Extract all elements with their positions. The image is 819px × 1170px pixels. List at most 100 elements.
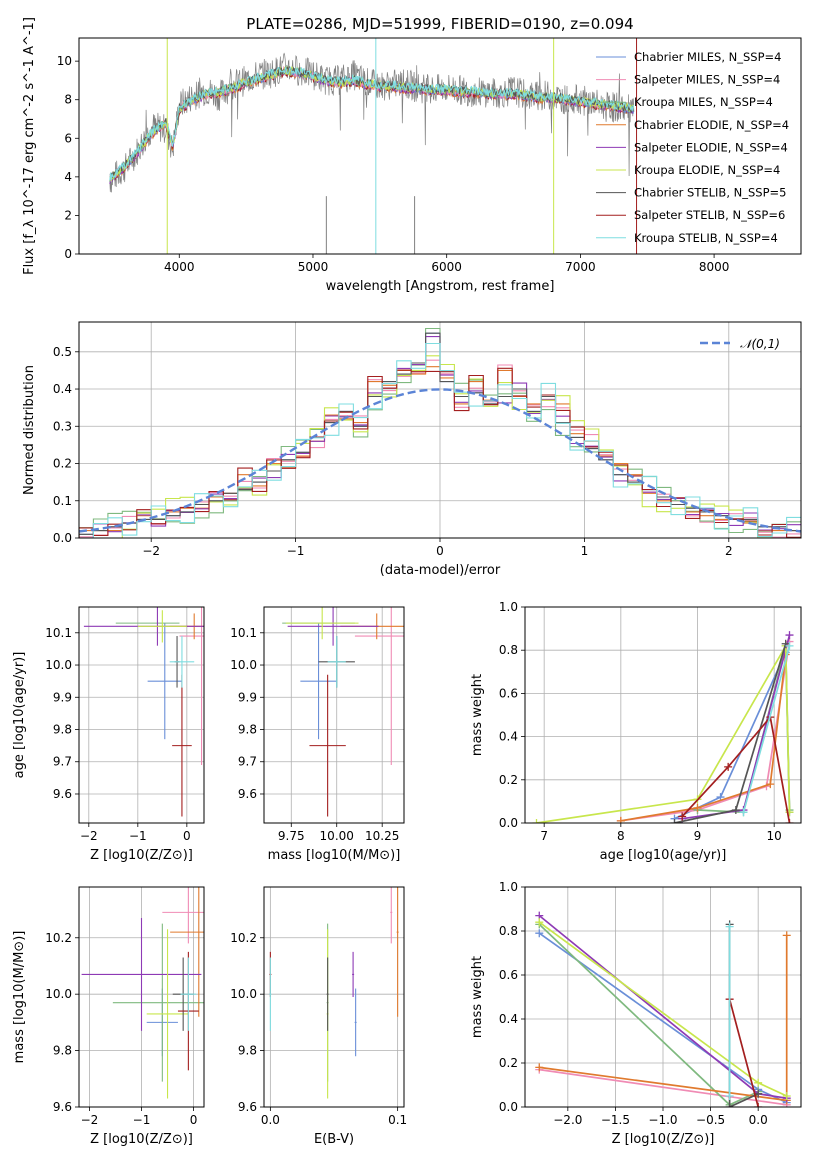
mass-weight-marker bbox=[532, 819, 541, 823]
histogram-step bbox=[79, 342, 801, 538]
y-tick-label: 10.0 bbox=[230, 658, 257, 672]
y-tick-label: 0.2 bbox=[499, 773, 518, 787]
mass-weight-line bbox=[742, 645, 791, 813]
x-tick-label: 5000 bbox=[298, 260, 329, 274]
x-tick-label: 7000 bbox=[565, 260, 596, 274]
y-tick-label: 0.4 bbox=[53, 382, 72, 396]
age-vs-mass-panel: 9.75 10.00 10.25 9.6 9.7 9.8 9.9 10.0 10.1 mass [… bbox=[230, 606, 405, 863]
y-tick-label: 1.0 bbox=[499, 600, 518, 614]
mass-weight-line bbox=[538, 923, 759, 1106]
y-tick-label: 9.8 bbox=[238, 1044, 257, 1058]
x-tick-label: 0 bbox=[183, 829, 191, 843]
x-tick-label: 9.75 bbox=[278, 829, 305, 843]
y-tick-label: 8 bbox=[64, 93, 72, 107]
mass-weight-marker bbox=[725, 922, 734, 931]
mass-weight-line bbox=[536, 642, 791, 823]
x-tick-label: −1 bbox=[287, 544, 305, 558]
y-axis-label: mass weight bbox=[470, 674, 485, 756]
plot-frame bbox=[263, 606, 405, 824]
y-tick-label: 0.0 bbox=[499, 1100, 518, 1114]
plot-frame bbox=[78, 606, 205, 824]
y-tick-label: 10.0 bbox=[45, 658, 72, 672]
mass-weight-marker bbox=[693, 803, 702, 812]
normal-curve bbox=[79, 388, 801, 533]
x-axis-label: Z [log10(Z/Z⊙)] bbox=[90, 848, 193, 863]
mass-weight-lines bbox=[535, 911, 791, 1107]
mass-weight-marker bbox=[678, 812, 687, 821]
x-tick-label: 0.0 bbox=[749, 1113, 768, 1127]
x-tick-label: −1.0 bbox=[648, 1113, 677, 1127]
mass-weight-marker bbox=[725, 1103, 734, 1107]
legend-label: Salpeter MILES, N_SSP=4 bbox=[634, 73, 780, 87]
mass-weight-marker bbox=[785, 819, 794, 823]
y-tick-label: 9.6 bbox=[238, 1100, 257, 1114]
y-tick-label: 10 bbox=[57, 54, 72, 68]
x-tick-label: −2 bbox=[142, 544, 160, 558]
mass-weight-line bbox=[728, 998, 760, 1107]
x-tick-label: 8000 bbox=[699, 260, 730, 274]
y-axis-label: mass weight bbox=[470, 956, 485, 1038]
x-tick-label: 6000 bbox=[431, 260, 462, 274]
y-tick-label: 0.3 bbox=[53, 419, 72, 433]
y-tick-label: 6 bbox=[64, 131, 72, 145]
y-tick-label: 0.8 bbox=[499, 643, 518, 657]
x-tick-label: 7 bbox=[540, 829, 548, 843]
mass-weight-marker bbox=[739, 808, 748, 817]
plot-frame bbox=[78, 37, 802, 255]
plot-frame bbox=[263, 886, 405, 1108]
mass-weight-marker bbox=[785, 641, 794, 650]
y-tick-label: 9.7 bbox=[53, 755, 72, 769]
plot-frame bbox=[78, 886, 205, 1108]
y-tick-label: 9.6 bbox=[53, 1100, 72, 1114]
mass-weight-marker bbox=[725, 1092, 734, 1100]
y-axis-label: mass [log10(M/M⊙)] bbox=[12, 931, 27, 1064]
mass-weight-line bbox=[620, 654, 787, 822]
y-tick-label: 0 bbox=[64, 247, 72, 261]
plot-frame bbox=[78, 321, 802, 539]
x-axis-label: (data-model)/error bbox=[380, 563, 501, 578]
plot-frame bbox=[524, 606, 802, 824]
y-axis-label: Flux [f_λ 10^-17 erg cm^-2 s^-1 A^-1] bbox=[22, 17, 37, 275]
error-bars bbox=[83, 607, 204, 817]
error-bars bbox=[282, 607, 404, 817]
x-tick-label: 10 bbox=[767, 829, 782, 843]
legend-label: Chabrier MILES, N_SSP=4 bbox=[634, 50, 781, 64]
histogram-step bbox=[79, 332, 801, 538]
x-axis-label: Z [log10(Z/Z⊙)] bbox=[612, 1132, 715, 1147]
spectrum-lines bbox=[109, 38, 638, 254]
mass-vs-metallicity-panel: −2 −1 0 9.6 9.8 10.0 10.2 Z [log10(Z/Z⊙)] mass [… bbox=[12, 886, 205, 1147]
histogram-series bbox=[79, 327, 801, 538]
mass-weight-line bbox=[681, 715, 791, 823]
y-tick-label: 0.0 bbox=[53, 531, 72, 545]
error-bars bbox=[269, 887, 399, 1099]
y-tick-label: 0.6 bbox=[499, 686, 518, 700]
observed-spectrum-line bbox=[109, 52, 635, 193]
x-axis-label: Z [log10(Z/Z⊙)] bbox=[90, 1132, 193, 1147]
legend-label: Salpeter ELODIE, N_SSP=4 bbox=[634, 140, 788, 154]
mass-weight-marker bbox=[766, 780, 775, 789]
y-tick-label: 0.0 bbox=[499, 816, 518, 830]
legend-label: Chabrier ELODIE, N_SSP=4 bbox=[634, 118, 789, 132]
x-tick-label: −2 bbox=[81, 1113, 99, 1127]
legend-label: Salpeter STELIB, N_SSP=6 bbox=[634, 208, 785, 222]
mass-weight-marker bbox=[724, 762, 733, 771]
y-axis-label: age [log10(age/yr)] bbox=[12, 652, 27, 779]
x-tick-label: −1.5 bbox=[601, 1113, 630, 1127]
model-spectrum-line bbox=[109, 66, 635, 181]
y-tick-label: 10.1 bbox=[45, 626, 72, 640]
x-tick-label: 10.00 bbox=[320, 829, 354, 843]
mass-weight-marker bbox=[754, 1078, 763, 1087]
y-tick-label: 0.6 bbox=[499, 968, 518, 982]
y-tick-label: 9.7 bbox=[238, 755, 257, 769]
plot-frame bbox=[524, 886, 802, 1108]
mass-vs-reddening-panel: 0.0 0.1 9.6 9.8 10.0 10.2 E(B-V) bbox=[230, 886, 407, 1147]
y-tick-label: 10.1 bbox=[230, 626, 257, 640]
x-tick-label: −2 bbox=[80, 829, 98, 843]
mass-weight-marker bbox=[785, 631, 794, 640]
mass-weight-marker bbox=[670, 819, 679, 823]
y-tick-label: 9.6 bbox=[53, 787, 72, 801]
mass-weight-line bbox=[682, 634, 791, 820]
figure-title: PLATE=0286, MJD=51999, FIBERID=0190, z=0… bbox=[246, 15, 633, 33]
x-tick-label: −0.5 bbox=[696, 1113, 725, 1127]
